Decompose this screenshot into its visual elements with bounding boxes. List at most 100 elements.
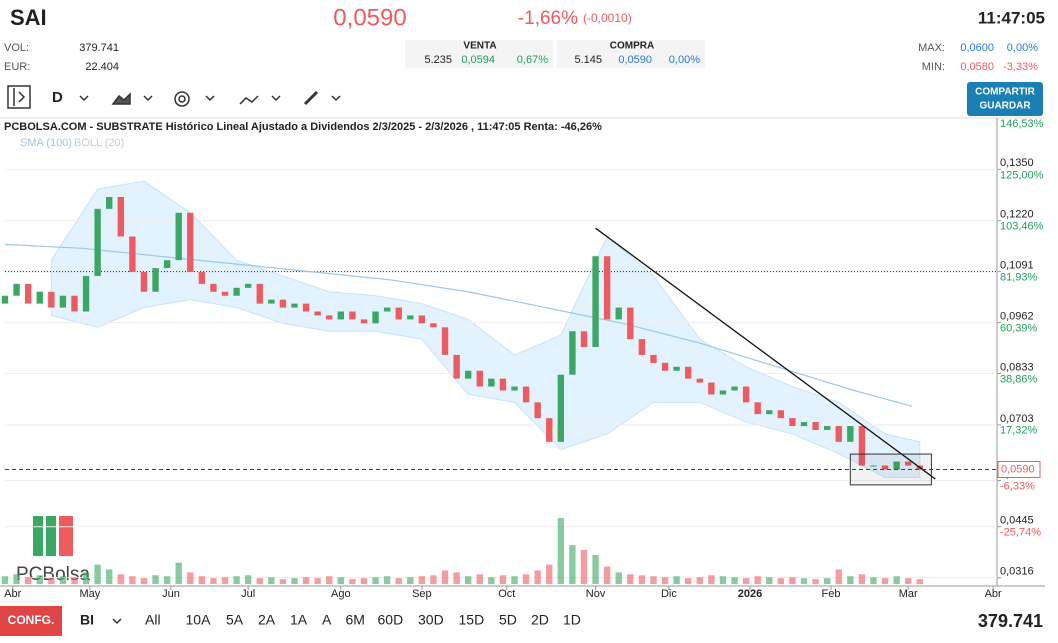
label: COMPRA [610, 41, 654, 52]
range-button[interactable]: 30D [418, 612, 444, 628]
volume-bar [661, 577, 669, 584]
candle [175, 212, 182, 261]
range-button[interactable]: 1A [290, 612, 308, 628]
toolbar [7, 85, 341, 109]
range-button[interactable]: 1D [563, 612, 581, 628]
volume-bar [210, 578, 217, 584]
value: 0,67% [517, 54, 548, 66]
volume-bar [615, 572, 622, 584]
legend: BOLL (20) [74, 137, 124, 149]
volume-bar [627, 574, 634, 584]
dropdown[interactable] [79, 95, 89, 102]
chart-type-button[interactable] [111, 92, 131, 105]
volume-bar [82, 572, 90, 584]
candle [638, 339, 646, 355]
volume-bar [592, 554, 599, 584]
range-button[interactable]: 10A [186, 612, 212, 628]
y-tick-label: 0,0445 [1000, 515, 1034, 527]
mode-select[interactable]: BI [80, 612, 94, 628]
volume-bar [48, 578, 55, 584]
range-button[interactable]: 6M [346, 612, 365, 628]
dropdown[interactable] [112, 618, 122, 625]
y2-tick-label: -6,33% [1000, 480, 1035, 492]
candle [221, 291, 229, 296]
dropdown[interactable] [331, 95, 341, 102]
price: 0,0590 [333, 4, 406, 31]
range-button[interactable]: 60D [378, 612, 404, 628]
candle [615, 307, 622, 320]
volume-bar [719, 576, 727, 584]
y2-tick-label: 146,53% [1000, 118, 1044, 130]
candle [742, 386, 750, 403]
volume-bar [488, 577, 495, 584]
chart-title: PCBOLSA.COM - SUBSTRATE Histórico Lineal… [4, 121, 602, 133]
candle [291, 303, 298, 308]
x-tick-label: Abr [985, 588, 1002, 600]
icon [178, 95, 186, 103]
range-button[interactable]: 2D [531, 612, 549, 628]
volume-bar [453, 572, 460, 584]
candle [279, 299, 287, 308]
indicator-button[interactable] [239, 95, 259, 105]
x-tick-label: May [80, 588, 101, 600]
draw-button[interactable] [303, 90, 319, 106]
candle [580, 331, 588, 348]
y-tick-label: 0,1091 [1000, 260, 1034, 272]
volume-bar [673, 576, 680, 584]
candle [395, 307, 402, 320]
volume-bar [140, 578, 148, 584]
volume-bar [13, 574, 20, 584]
range-button[interactable]: 5A [226, 612, 244, 628]
volume-bar [349, 579, 356, 584]
volume-bar [766, 577, 773, 584]
candle [372, 311, 379, 324]
volume-bar [407, 577, 414, 584]
x-tick-label: 2026 [738, 588, 762, 600]
ticker: SAI [10, 5, 47, 30]
label: VENTA [463, 41, 496, 52]
candle [754, 402, 761, 415]
volume-bar [383, 576, 391, 584]
volume-bar [696, 577, 703, 584]
volume-bar [279, 579, 287, 584]
volume-bar [175, 562, 182, 584]
volume-bar [650, 576, 657, 584]
range-button[interactable]: All [145, 612, 161, 628]
candle [719, 390, 727, 395]
volume-bar [685, 578, 692, 584]
legend: SMA (100) [20, 137, 72, 149]
dropdown[interactable] [143, 95, 153, 102]
settings-button[interactable] [174, 91, 190, 107]
dropdown[interactable] [271, 95, 281, 102]
value: 5.235 [424, 54, 452, 66]
dropdown[interactable] [205, 95, 215, 102]
x-tick-label: Jun [162, 588, 180, 600]
volume-bar [291, 578, 298, 584]
range-button[interactable]: A [322, 612, 332, 628]
volume-bar [476, 574, 483, 584]
candle [337, 311, 344, 320]
volume-bar [198, 576, 206, 584]
share-button[interactable] [967, 82, 1043, 116]
volume-bar [893, 576, 900, 584]
y2-tick-label: 17,32% [1000, 424, 1038, 436]
range-button[interactable]: 2A [258, 612, 276, 628]
candle [546, 418, 553, 442]
range-button[interactable]: 5D [499, 612, 517, 628]
candle [499, 378, 507, 391]
plot [1, 168, 997, 584]
candle [592, 256, 599, 348]
config-button[interactable] [0, 606, 62, 636]
panel-button[interactable] [7, 85, 31, 109]
y2-tick-label: 81,93% [1000, 271, 1038, 283]
candle [835, 426, 842, 442]
volume-bar [546, 564, 553, 584]
volume-bar [152, 575, 159, 584]
sma-line [4, 243, 913, 407]
volume-bar [314, 578, 321, 584]
range-button[interactable]: 15D [459, 612, 485, 628]
icon [18, 91, 26, 103]
candle [326, 315, 333, 320]
period-button[interactable]: D [52, 89, 63, 106]
volume-bar [187, 572, 194, 584]
